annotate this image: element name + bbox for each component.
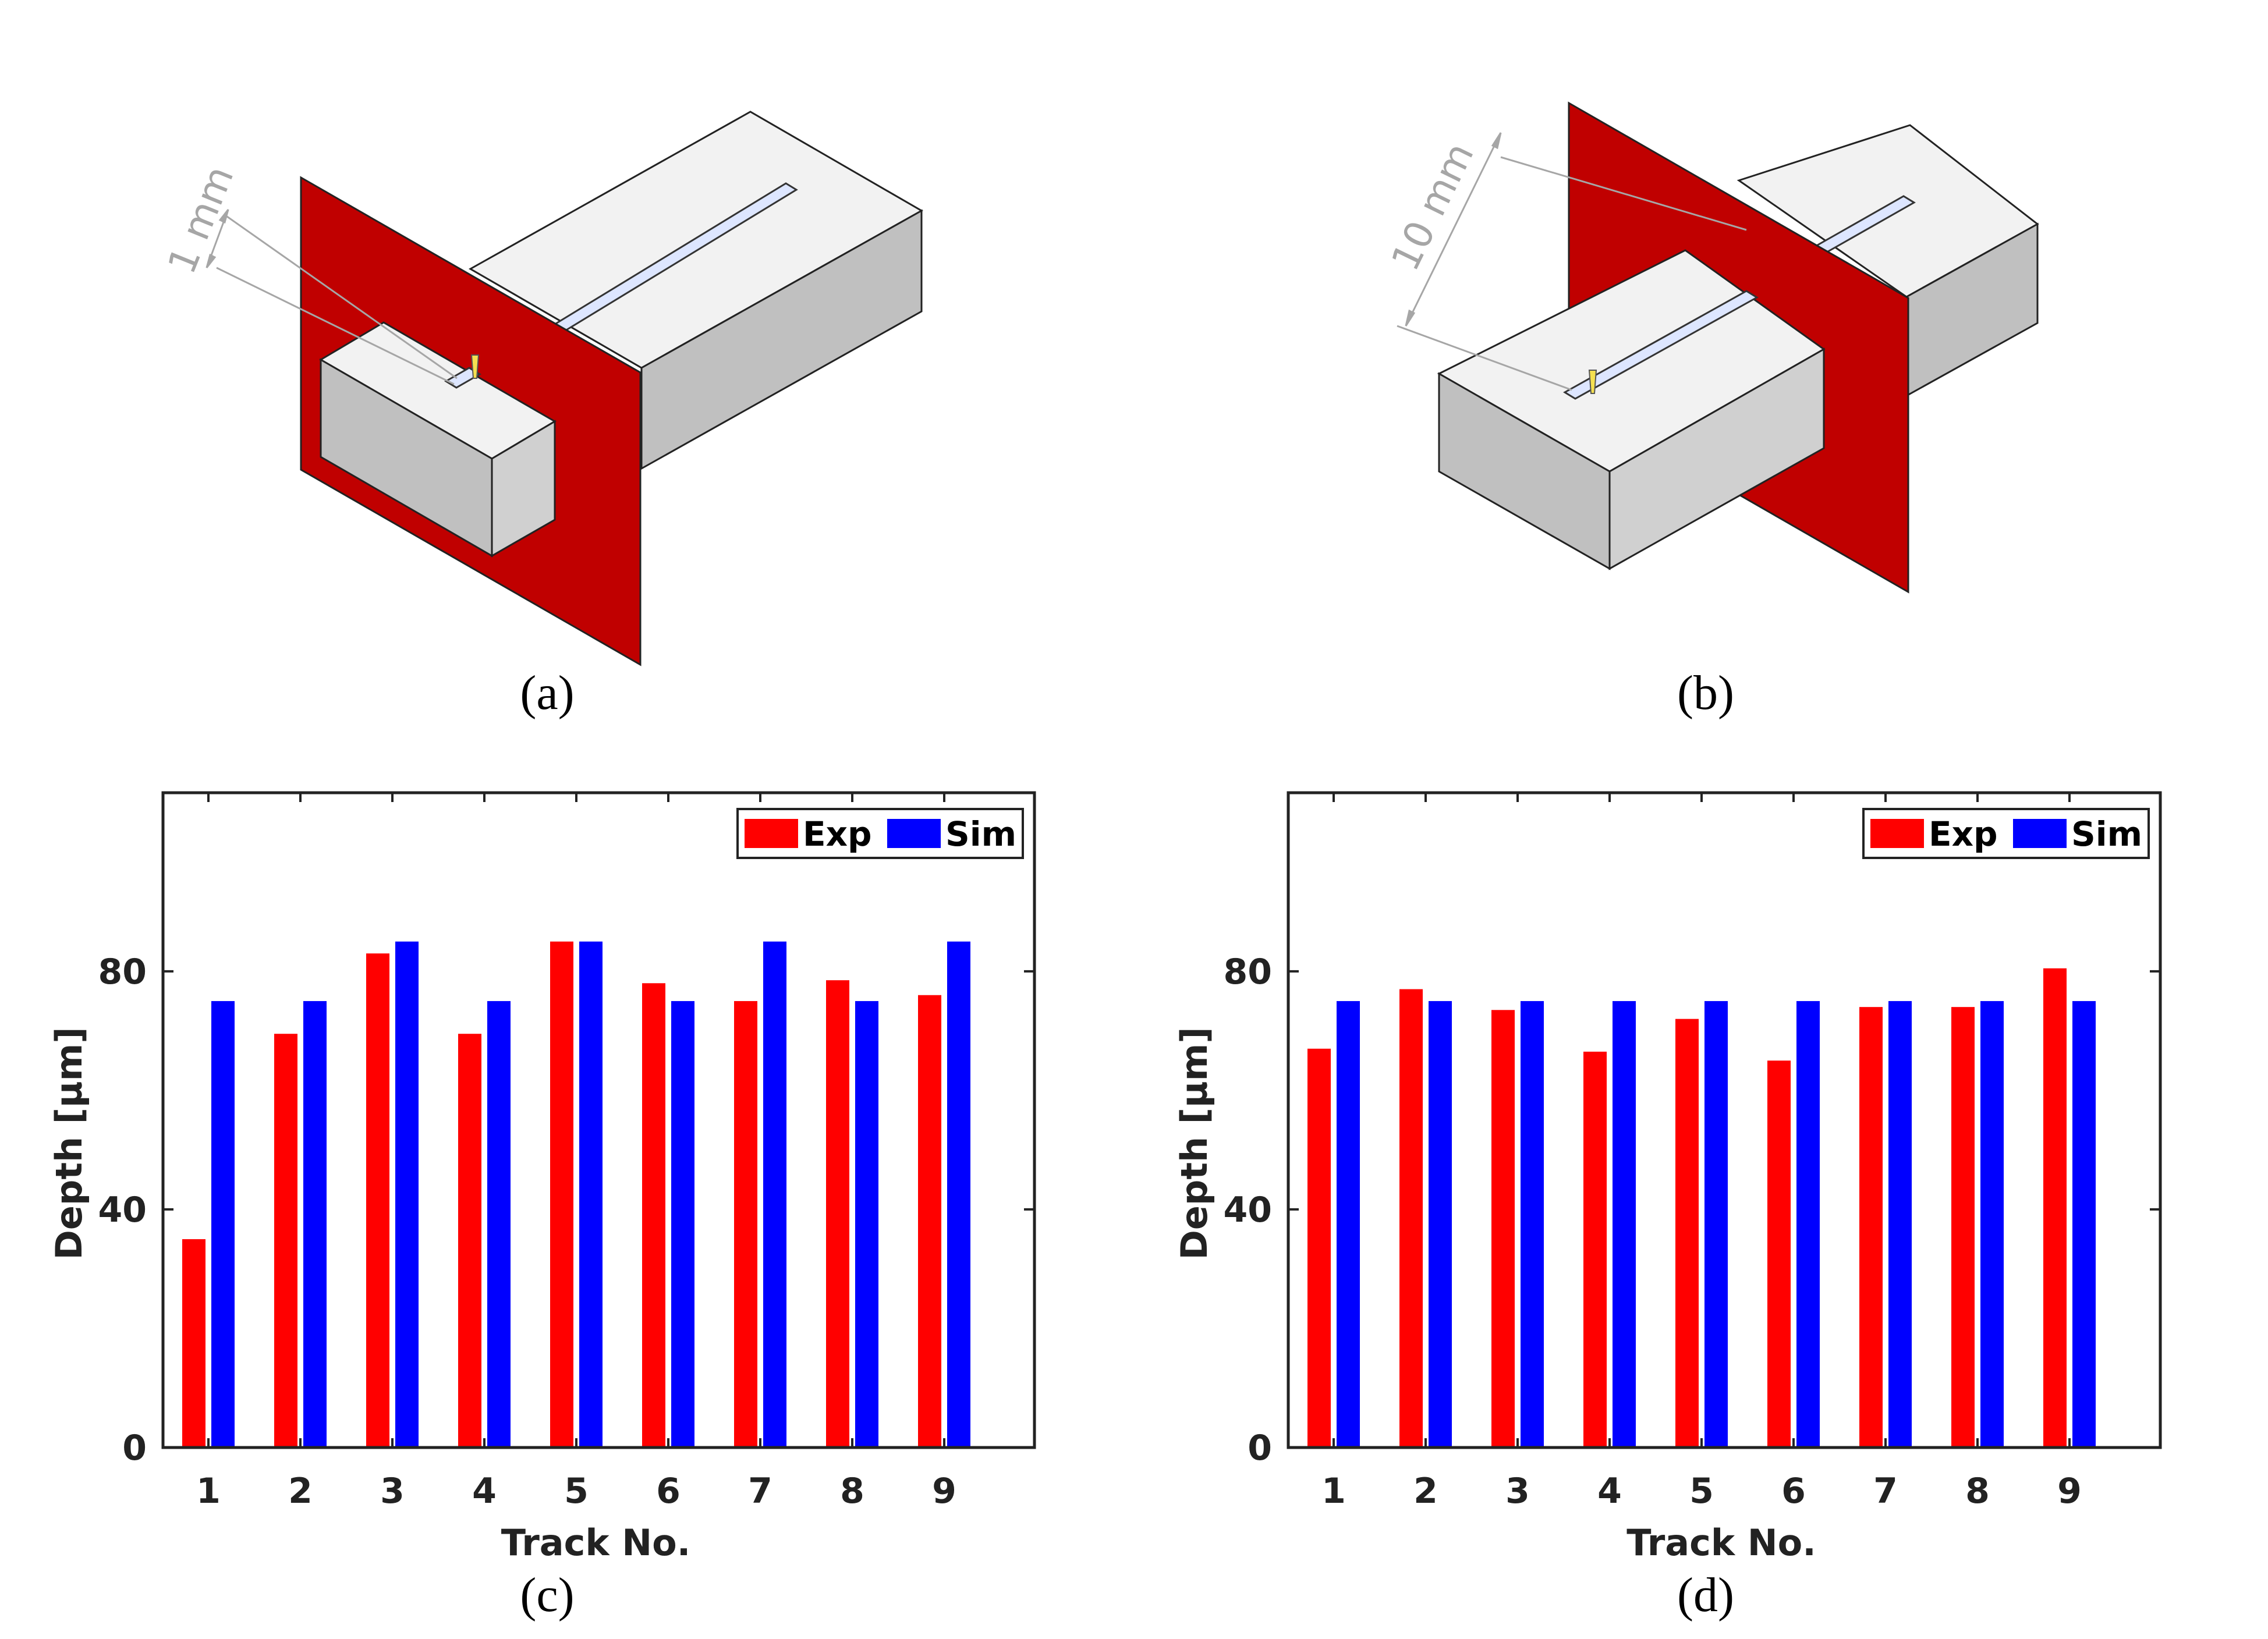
- bar-exp-5: [1675, 1019, 1699, 1448]
- y-tick-label: 80: [1224, 952, 1273, 992]
- bar-exp-3: [1491, 1010, 1515, 1448]
- bar-sim-8: [855, 1001, 878, 1448]
- bar-sim-7: [763, 941, 786, 1448]
- legend-swatch-exp: [1870, 819, 1924, 848]
- bar-sim-1: [211, 1001, 235, 1448]
- x-tick-label: 5: [564, 1471, 589, 1512]
- plot-frame: [1287, 791, 2162, 1449]
- dimension-a: [205, 209, 458, 385]
- bar-sim-3: [1521, 1001, 1544, 1448]
- x-axis-title: Track No.: [501, 1521, 691, 1564]
- bar-exp-7: [1859, 1007, 1883, 1448]
- bar-sim-5: [1704, 1001, 1728, 1448]
- bar-exp-6: [642, 983, 665, 1448]
- legend-label-sim: Sim: [2071, 814, 2142, 854]
- x-tick-label: 7: [748, 1471, 772, 1512]
- y-axis-title: Depth [µm]: [1173, 1027, 1215, 1260]
- plot-frame: [161, 791, 1036, 1449]
- bar-exp-1: [182, 1239, 205, 1448]
- legend: Exp Sim: [1862, 808, 2150, 859]
- bar-exp-8: [1951, 1007, 1975, 1448]
- diagram-a: 1 mm (a): [159, 111, 924, 720]
- bar-exp-8: [826, 980, 849, 1448]
- panel-label-c: (c): [520, 1568, 574, 1622]
- bar-sim-9: [947, 941, 970, 1448]
- legend-label-sim: Sim: [945, 814, 1016, 854]
- panel-label-a: (a): [520, 666, 574, 720]
- x-tick-label: 5: [1689, 1471, 1714, 1512]
- legend-label-exp: Exp: [803, 814, 872, 854]
- bar-sim-6: [1796, 1001, 1820, 1448]
- x-tick-label: 4: [1597, 1471, 1622, 1512]
- x-tick-label: 3: [380, 1471, 405, 1512]
- track-a-near: [444, 367, 481, 389]
- bar-sim-1: [1337, 1001, 1360, 1448]
- bar-sim-4: [487, 1001, 511, 1448]
- panel-label-d: (d): [1677, 1568, 1734, 1622]
- nozzle-b: [1588, 370, 1597, 394]
- block-b-near-side: [1608, 347, 1825, 570]
- track-b-near: [1563, 290, 1759, 400]
- bar-exp-9: [918, 995, 941, 1448]
- x-tick-label: 4: [472, 1471, 497, 1512]
- legend-swatch-sim: [2013, 819, 2067, 848]
- bar-sim-7: [1888, 1001, 1912, 1448]
- legend-swatch-sim: [887, 819, 941, 848]
- legend-label-exp: Exp: [1929, 814, 1998, 854]
- bar-exp-5: [550, 941, 573, 1448]
- bar-exp-3: [366, 953, 389, 1448]
- x-tick-label: 1: [196, 1471, 221, 1512]
- x-tick-label: 9: [2057, 1471, 2082, 1512]
- block-a-near-side: [491, 420, 556, 558]
- bar-sim-4: [1613, 1001, 1636, 1448]
- x-tick-label: 6: [656, 1471, 681, 1512]
- x-tick-label: 1: [1321, 1471, 1346, 1512]
- x-tick-label: 8: [1965, 1471, 1990, 1512]
- y-tick-label: 80: [98, 952, 147, 992]
- x-tick-label: 9: [932, 1471, 956, 1512]
- y-axis-title: Depth [µm]: [48, 1027, 90, 1260]
- bar-exp-2: [274, 1034, 297, 1448]
- bar-exp-4: [458, 1034, 481, 1448]
- panel-label-b: (b): [1677, 666, 1734, 720]
- y-tick-label: 0: [1248, 1428, 1272, 1468]
- bar-sim-2: [1429, 1001, 1452, 1448]
- legend: Exp Sim: [736, 808, 1024, 859]
- x-axis-title: Track No.: [1626, 1521, 1816, 1564]
- dimension-label-b: 10 mm: [1383, 136, 1483, 278]
- x-tick-label: 6: [1781, 1471, 1806, 1512]
- bar-exp-7: [734, 1001, 757, 1448]
- legend-swatch-exp: [745, 819, 798, 848]
- bar-sim-2: [303, 1001, 327, 1448]
- bar-exp-6: [1767, 1060, 1791, 1448]
- bar-sim-8: [1980, 1001, 2004, 1448]
- bar-exp-9: [2043, 968, 2067, 1448]
- diagram-b: 10 mm (b): [1383, 101, 2039, 720]
- y-tick-label: 40: [98, 1190, 147, 1230]
- y-tick-label: 40: [1224, 1190, 1273, 1230]
- bar-sim-5: [579, 941, 603, 1448]
- bar-sim-3: [395, 941, 419, 1448]
- bar-exp-1: [1307, 1048, 1331, 1448]
- bar-exp-4: [1583, 1051, 1607, 1448]
- x-tick-label: 2: [1413, 1471, 1438, 1512]
- dimension-b: [1397, 132, 1747, 391]
- x-tick-label: 7: [1873, 1471, 1898, 1512]
- bar-exp-2: [1399, 989, 1423, 1448]
- x-tick-label: 3: [1505, 1471, 1530, 1512]
- x-tick-label: 8: [840, 1471, 864, 1512]
- dimension-label-a: 1 mm: [159, 160, 242, 280]
- y-tick-label: 0: [122, 1428, 147, 1468]
- x-tick-label: 2: [288, 1471, 313, 1512]
- block-a-far-side: [640, 209, 923, 470]
- chart-d: 1 2 3 4 5 6 7 8 9 0 40 80 Track No. Depth [µm] Exp Sim: [1173, 791, 2162, 1564]
- nozzle-a: [470, 354, 480, 379]
- bar-sim-9: [2072, 1001, 2096, 1448]
- bar-sim-6: [671, 1001, 694, 1448]
- chart-c: 1 2 3 4 5 6 7 8 9 0 40 80 Track No. Depth [µm] Exp Sim: [48, 791, 1036, 1564]
